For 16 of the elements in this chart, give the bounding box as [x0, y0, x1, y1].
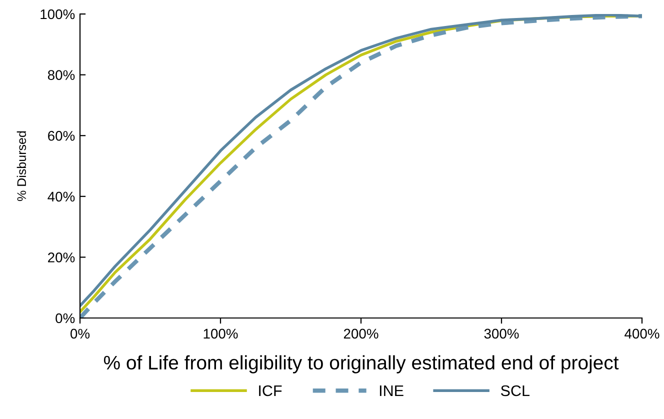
y-tick-label: 20% — [48, 252, 75, 262]
x-tick-label: 0% — [70, 328, 90, 339]
legend-label: ICF — [259, 385, 282, 396]
y-tick-label: 0% — [56, 313, 75, 324]
x-axis-title: % of Life from eligibility to originally estimated end of project — [104, 355, 619, 374]
y-tick-label: 80% — [48, 70, 75, 80]
y-axis-title: % Disbursed — [16, 131, 26, 201]
y-tick-label: 100% — [40, 9, 75, 20]
x-tick-label: 400% — [624, 328, 660, 339]
y-tick-label: 60% — [48, 130, 75, 141]
y-tick-label: 40% — [48, 192, 75, 202]
legend-label: SCL — [500, 385, 530, 396]
x-tick-label: 100% — [204, 328, 238, 339]
x-tick-label: 200% — [344, 328, 378, 339]
legend-label: INE — [380, 385, 404, 396]
x-tick-label: 300% — [484, 328, 519, 339]
